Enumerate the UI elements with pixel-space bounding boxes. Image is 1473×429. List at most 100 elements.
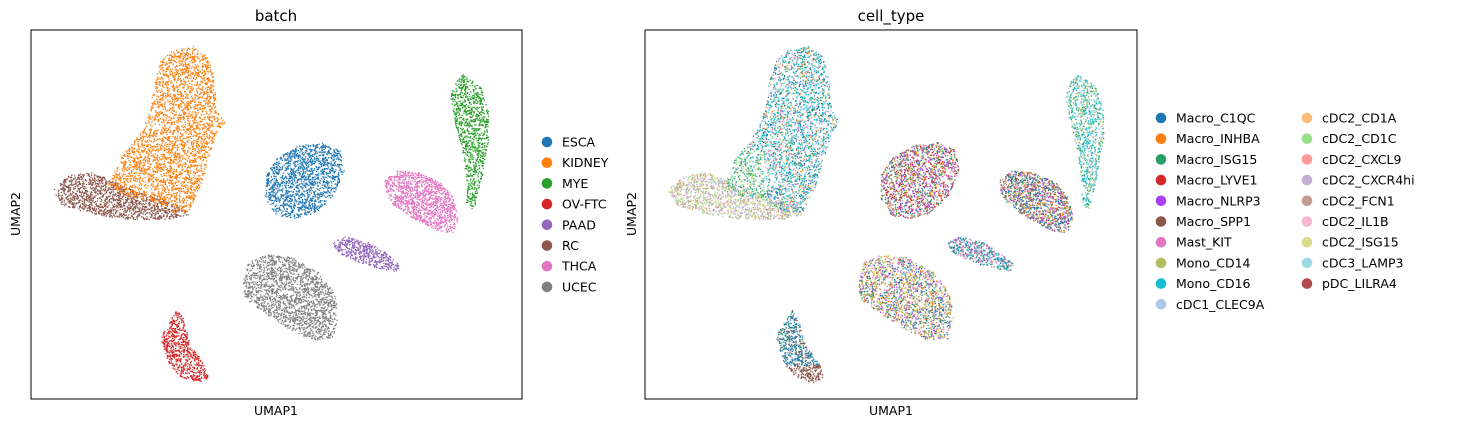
scatter-point	[159, 94, 162, 97]
scatter-point	[197, 56, 199, 58]
scatter-point	[302, 184, 304, 186]
scatter-point	[148, 202, 150, 204]
scatter-point	[134, 196, 136, 198]
scatter-point	[192, 200, 194, 202]
scatter-point	[187, 97, 190, 99]
scatter-point	[165, 128, 167, 130]
scatter-point	[73, 198, 75, 200]
scatter-point	[106, 201, 108, 203]
scatter-point	[153, 132, 155, 134]
scatter-point	[133, 218, 135, 220]
scatter-point	[159, 179, 162, 181]
scatter-point	[285, 213, 287, 215]
scatter-point	[335, 158, 338, 160]
scatter-point	[131, 189, 133, 191]
scatter-point	[177, 152, 179, 154]
scatter-point	[194, 161, 196, 163]
scatter-point	[193, 193, 195, 196]
scatter-point	[156, 158, 158, 160]
scatter-point	[147, 145, 149, 147]
scatter-point	[177, 73, 179, 75]
scatter-point	[126, 199, 129, 201]
scatter-point	[148, 115, 150, 118]
scatter-point	[76, 195, 79, 197]
scatter-point	[151, 121, 153, 123]
scatter-point	[116, 174, 118, 176]
scatter-point	[270, 199, 272, 202]
scatter-point	[203, 131, 205, 134]
scatter-point	[124, 190, 126, 192]
scatter-point	[123, 178, 125, 180]
scatter-point	[309, 170, 312, 172]
scatter-point	[91, 184, 93, 187]
scatter-point	[277, 198, 279, 200]
scatter-point	[191, 61, 194, 63]
scatter-point	[91, 178, 94, 180]
scatter-point	[119, 208, 122, 210]
scatter-point	[80, 175, 82, 177]
scatter-point	[210, 71, 212, 73]
scatter-point	[218, 122, 221, 124]
scatter-point	[203, 139, 205, 141]
scatter-point	[302, 145, 304, 147]
scatter-point	[97, 193, 99, 196]
scatter-point	[164, 165, 166, 167]
scatter-point	[94, 191, 96, 193]
scatter-point	[154, 200, 156, 202]
scatter-point	[164, 149, 166, 152]
scatter-point	[140, 157, 142, 159]
scatter-point	[156, 180, 158, 182]
scatter-point	[308, 149, 311, 151]
scatter-point	[197, 75, 199, 77]
scatter-point	[162, 169, 164, 171]
scatter-point	[169, 72, 171, 74]
scatter-point	[157, 212, 159, 215]
scatter-point	[110, 186, 113, 188]
scatter-point	[184, 126, 186, 128]
scatter-point	[63, 180, 65, 182]
scatter-point	[170, 196, 173, 198]
scatter-point	[160, 170, 162, 173]
scatter-point	[153, 158, 155, 160]
scatter-point	[173, 192, 175, 195]
scatter-point	[196, 113, 198, 116]
scatter-point	[311, 183, 313, 185]
scatter-point	[127, 206, 129, 208]
scatter-point	[187, 53, 190, 55]
scatter-point	[123, 164, 125, 166]
scatter-point	[170, 80, 172, 82]
scatter-point	[300, 180, 302, 182]
scatter-point	[326, 153, 328, 156]
scatter-point	[175, 197, 177, 199]
scatter-point	[283, 156, 285, 158]
scatter-point	[336, 183, 339, 185]
scatter-point	[137, 202, 139, 204]
scatter-point	[171, 97, 173, 99]
scatter-point	[117, 185, 119, 187]
scatter-point	[201, 63, 204, 65]
scatter-point	[195, 77, 197, 79]
scatter-point	[90, 192, 92, 194]
scatter-point	[99, 179, 101, 182]
scatter-point	[79, 182, 81, 184]
scatter-point	[129, 161, 131, 164]
scatter-point	[140, 203, 142, 205]
scatter-point	[193, 165, 195, 167]
scatter-point	[156, 82, 158, 84]
scatter-point	[101, 192, 103, 194]
scatter-point	[164, 174, 166, 176]
scatter-point	[143, 136, 146, 138]
scatter-point	[172, 75, 174, 77]
scatter-point	[120, 200, 122, 202]
scatter-point	[156, 133, 158, 135]
scatter-point	[64, 188, 66, 191]
scatter-point	[62, 197, 64, 199]
scatter-point	[205, 82, 208, 84]
scatter-point	[83, 200, 85, 202]
scatter-point	[107, 188, 110, 190]
scatter-point	[174, 210, 177, 212]
scatter-point	[205, 146, 207, 148]
scatter-point	[283, 178, 285, 181]
scatter-point	[310, 162, 312, 164]
scatter-point	[138, 213, 140, 215]
